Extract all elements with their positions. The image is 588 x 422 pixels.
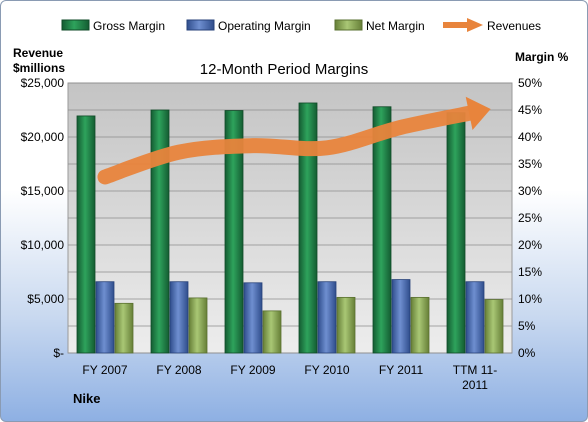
category-label: 2011: [462, 378, 488, 392]
left-tick-label: $15,000: [21, 184, 65, 198]
bar-operating-margin: [95, 281, 115, 354]
legend-swatch-operating-margin: [186, 19, 215, 31]
category-axis: FY 2007 FY 2008 FY 2009 FY 2010 FY 2011 TTM 1…: [82, 363, 497, 392]
revenues-arrowhead: [465, 96, 491, 131]
legend-swatch-net-margin: [334, 19, 363, 31]
left-tick-label: $5,000: [27, 292, 64, 306]
company-label: Nike: [73, 391, 100, 406]
bar-operating-margin: [317, 281, 337, 354]
bar-gross-margin: [298, 102, 318, 354]
bar-net-margin: [410, 296, 430, 354]
bar-net-margin: [262, 310, 282, 354]
revenue-line-layer: [97, 96, 491, 185]
bar-gross-margin: [150, 109, 170, 354]
left-tick-label: $20,000: [21, 130, 65, 144]
bar-net-margin: [484, 299, 504, 354]
legend-label-net-margin: Net Margin: [366, 19, 425, 33]
category-label: FY 2007: [82, 363, 127, 377]
revenues-line: [97, 104, 483, 185]
left-tick-label: $10,000: [21, 238, 65, 252]
category-label: FY 2008: [156, 363, 201, 377]
legend-item-net-margin: Net Margin: [334, 19, 425, 33]
legend-arrowhead-revenues: [467, 18, 483, 32]
right-axis-title: Margin %: [515, 50, 569, 64]
right-tick-label: 10%: [518, 292, 542, 306]
bar-operating-margin: [243, 282, 263, 354]
chart-title: 12-Month Period Margins: [200, 61, 368, 78]
legend-item-revenues: Revenues: [443, 18, 541, 33]
bar-gross-margin: [224, 110, 244, 354]
legend-swatch-gross-margin: [61, 19, 90, 31]
right-tick-label: 35%: [518, 157, 542, 171]
legend-item-gross-margin: Gross Margin: [61, 19, 165, 33]
left-tick-label: $-: [53, 346, 64, 360]
category-label: TTM 11-: [453, 363, 497, 377]
bar-operating-margin: [465, 281, 485, 354]
right-tick-label: 15%: [518, 265, 542, 279]
left-axis-ticks: $- $5,000 $10,000 $15,000 $20,000 $25,000: [21, 76, 65, 360]
category-label: FY 2010: [304, 363, 349, 377]
bars-layer: [76, 102, 504, 354]
bar-gross-margin: [76, 115, 96, 354]
right-tick-label: 0%: [518, 346, 536, 360]
category-label: FY 2011: [379, 363, 424, 377]
left-tick-label: $25,000: [21, 76, 65, 90]
gridlines: [68, 82, 512, 354]
legend-item-operating-margin: Operating Margin: [186, 19, 311, 33]
right-tick-label: 20%: [518, 238, 542, 252]
bar-operating-margin: [169, 281, 189, 354]
right-tick-label: 50%: [518, 76, 542, 90]
bar-net-margin: [336, 296, 356, 354]
bar-gross-margin: [372, 106, 392, 354]
legend-label-operating-margin: Operating Margin: [218, 19, 311, 33]
right-tick-label: 25%: [518, 211, 542, 225]
legend-label-revenues: Revenues: [487, 19, 541, 33]
bar-net-margin: [114, 302, 134, 354]
right-tick-label: 30%: [518, 184, 542, 198]
category-label: FY 2009: [230, 363, 275, 377]
bar-net-margin: [188, 297, 208, 354]
left-axis-title-line-1: Revenue: [13, 46, 63, 60]
right-axis-ticks: 0% 5% 10% 15% 20% 25% 30% 35% 40% 45% 50%: [518, 76, 542, 360]
left-axis-title-line-2: $millions: [13, 61, 65, 75]
legend-label-gross-margin: Gross Margin: [93, 19, 165, 33]
bar-gross-margin: [446, 112, 466, 354]
bar-operating-margin: [391, 279, 411, 354]
right-tick-label: 40%: [518, 130, 542, 144]
right-tick-label: 45%: [518, 103, 542, 117]
right-tick-label: 5%: [518, 319, 536, 333]
legend: Gross Margin Operating Margin Net Margin…: [61, 18, 541, 33]
